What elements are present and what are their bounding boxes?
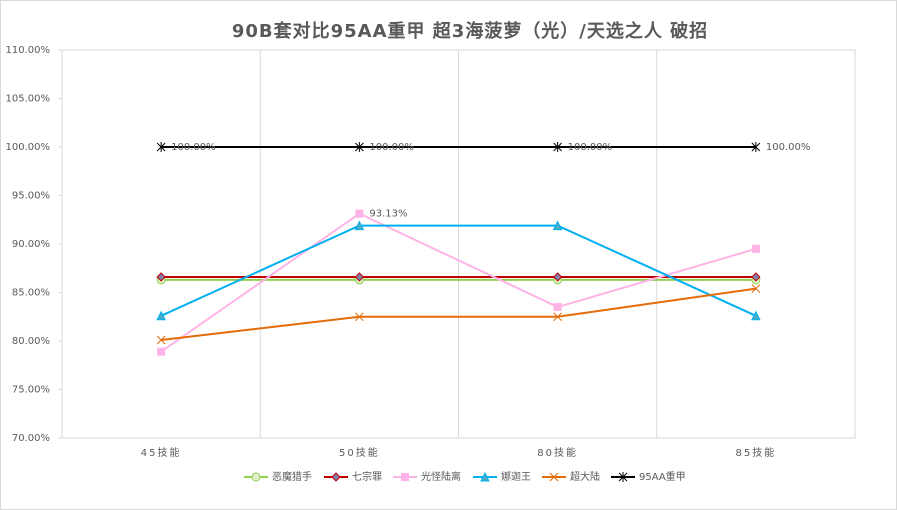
series-line — [161, 287, 757, 342]
marker — [156, 335, 166, 345]
y-tick-label: 85.00% — [12, 288, 50, 299]
legend-label: 恶魔猎手 — [272, 470, 312, 483]
legend-label: 95AA重甲 — [639, 470, 686, 483]
y-tick-label: 95.00% — [12, 191, 50, 202]
legend-item: 95AA重甲 — [611, 470, 686, 483]
marker — [751, 310, 761, 321]
y-tick-label: 80.00% — [12, 336, 50, 347]
legend-item: 七宗罪 — [324, 470, 382, 483]
marker — [156, 142, 166, 152]
marker — [751, 142, 761, 152]
series-line — [160, 212, 757, 353]
marker — [251, 472, 261, 482]
data-label: 100.00% — [171, 142, 216, 153]
marker — [355, 312, 364, 322]
marker — [751, 284, 761, 293]
y-tick-label: 100.00% — [6, 142, 51, 153]
legend-item: 恶魔猎手 — [244, 470, 312, 483]
y-tick-label: 70.00% — [12, 433, 50, 444]
marker — [618, 472, 628, 482]
data-label: 100.00% — [369, 142, 414, 153]
series-line — [160, 224, 757, 317]
marker — [355, 142, 364, 152]
legend-item: 娜迦王 — [473, 470, 531, 483]
marker — [354, 220, 365, 231]
y-tick-label: 110.00% — [6, 45, 51, 56]
y-tick-label: 105.00% — [6, 94, 51, 105]
marker — [157, 347, 166, 356]
marker — [355, 209, 364, 218]
legend-label: 光怪陆离 — [421, 470, 461, 483]
marker — [401, 473, 409, 481]
marker — [549, 472, 559, 482]
legend-item: 光怪陆离 — [393, 470, 461, 483]
marker — [751, 272, 761, 282]
y-tick-label: 75.00% — [12, 385, 50, 396]
x-tick-label: 45技能 — [141, 446, 182, 459]
marker — [552, 272, 563, 282]
legend-label: 超大陆 — [570, 470, 600, 483]
x-tick-label: 85技能 — [736, 446, 777, 459]
legend-label: 七宗罪 — [352, 470, 382, 483]
chart-title: 90B套对比95AA重甲 超3海菠萝（光）/天选之人 破招 — [232, 20, 708, 42]
marker — [553, 142, 562, 152]
marker — [553, 303, 562, 312]
x-tick-label: 80技能 — [537, 446, 578, 459]
marker — [480, 471, 490, 482]
marker — [553, 312, 562, 322]
marker — [156, 272, 166, 282]
marker — [331, 472, 341, 482]
x-tick-label: 50技能 — [339, 446, 380, 459]
legend-label: 娜迦王 — [501, 470, 531, 483]
y-tick-label: 90.00% — [12, 239, 50, 250]
marker — [751, 244, 760, 253]
legend-item: 超大陆 — [542, 470, 600, 483]
data-label: 93.13% — [369, 209, 407, 220]
data-label: 100.00% — [766, 142, 811, 153]
marker — [354, 272, 365, 282]
marker — [156, 310, 166, 321]
data-label: 100.00% — [568, 142, 613, 153]
marker — [552, 220, 563, 231]
